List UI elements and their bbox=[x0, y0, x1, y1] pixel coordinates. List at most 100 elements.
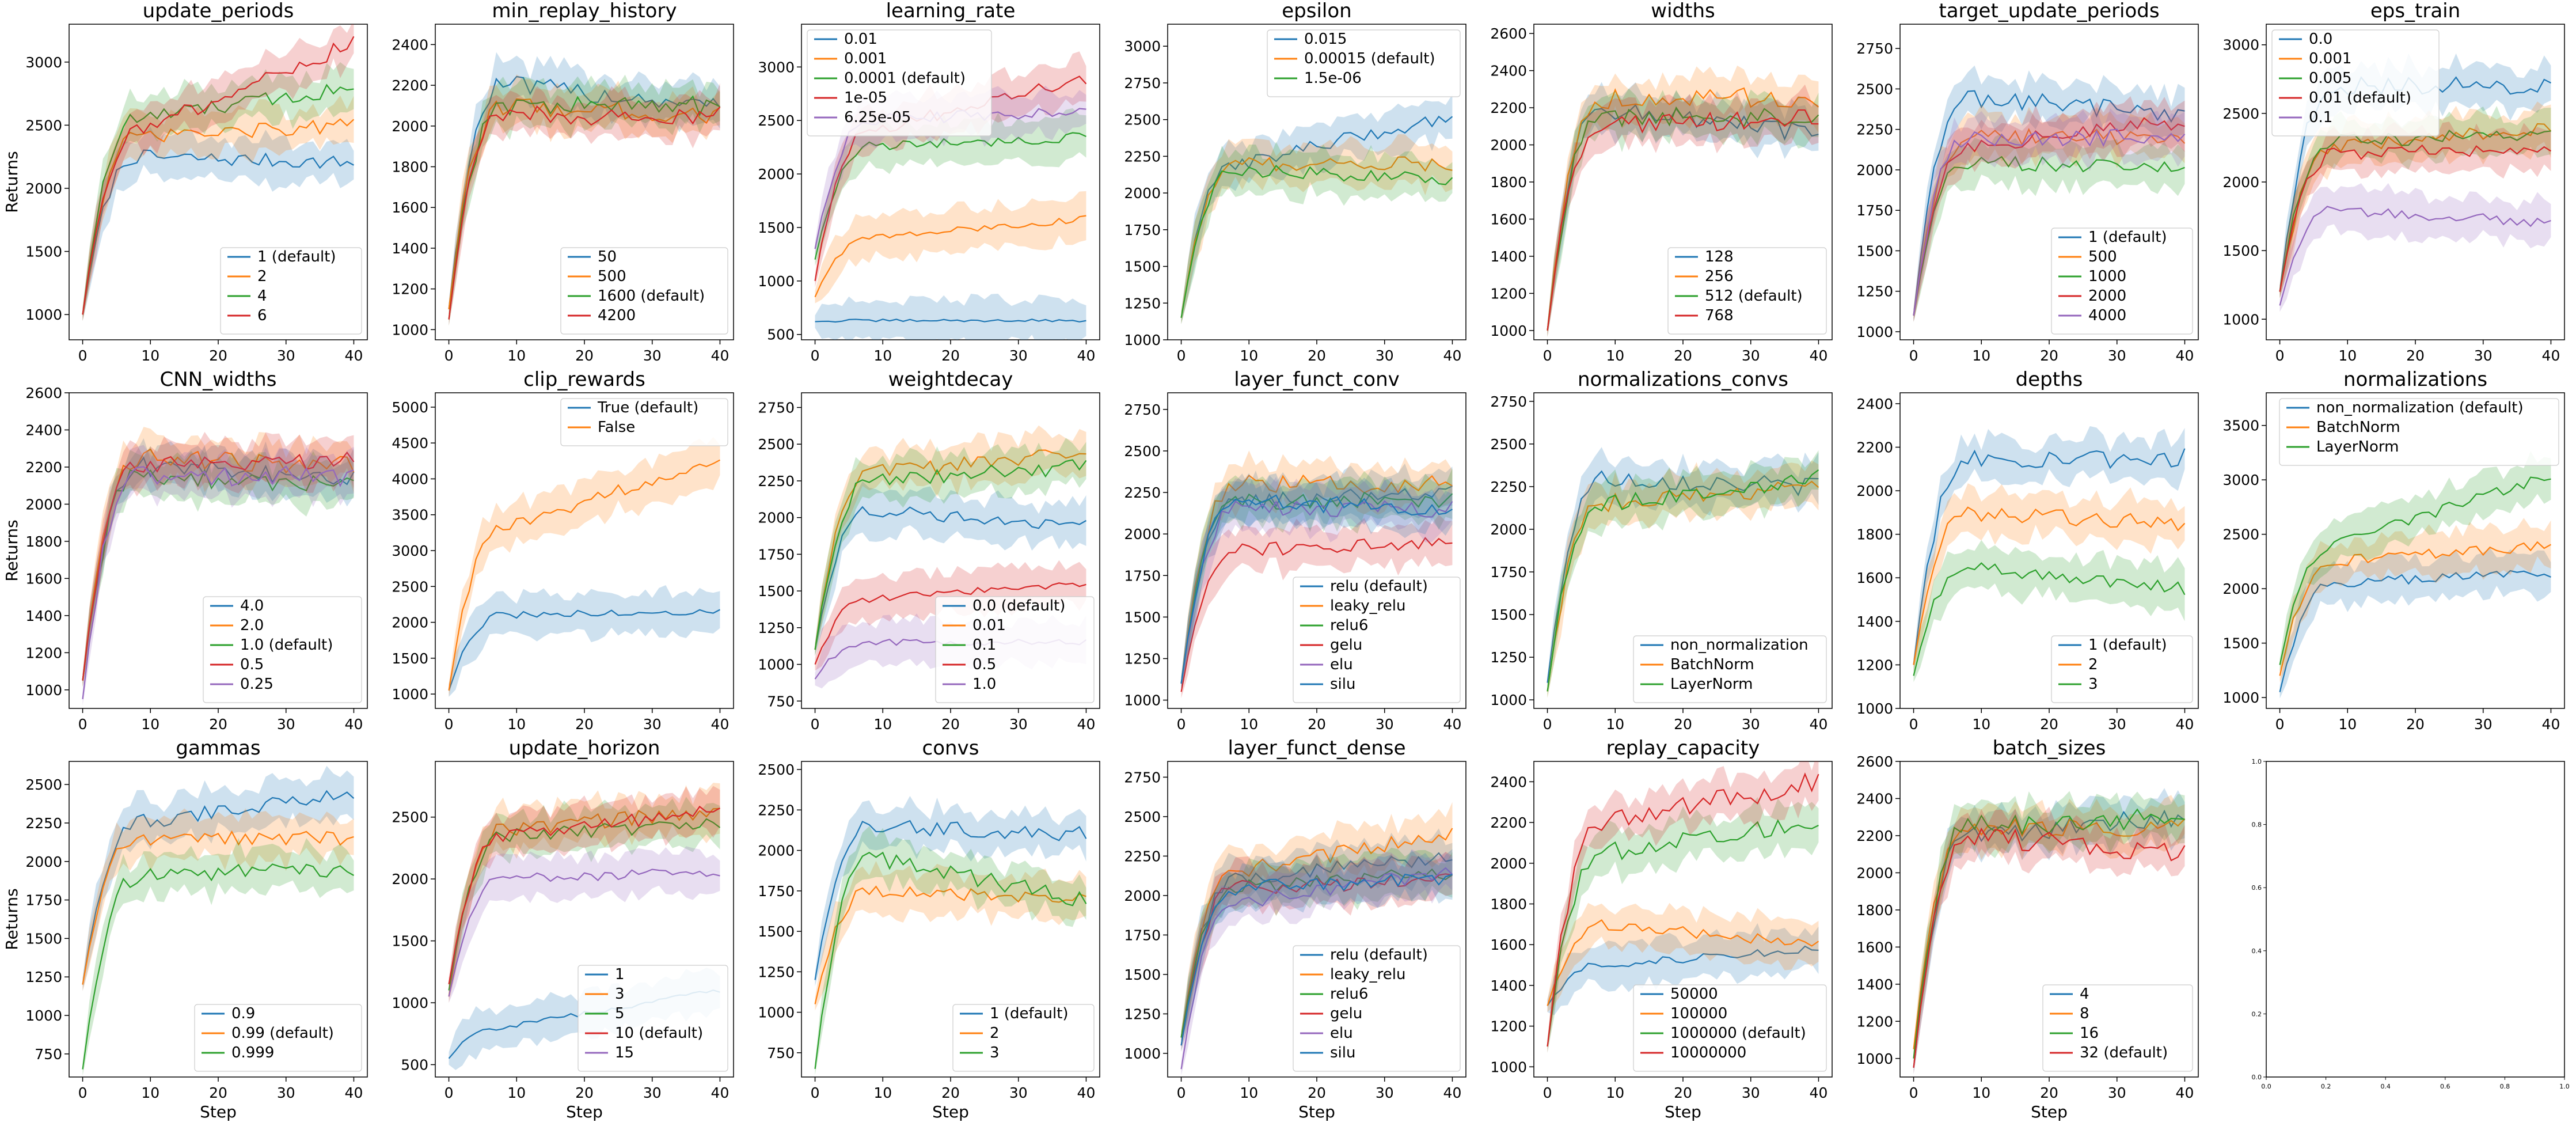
x-tick-label: 20 bbox=[1674, 716, 1692, 733]
legend-label: 16 bbox=[2080, 1025, 2099, 1042]
series-line bbox=[2279, 570, 2551, 692]
y-tick-label: 1500 bbox=[1856, 242, 1893, 259]
x-tick-label: 30 bbox=[277, 347, 295, 364]
plot-area bbox=[82, 24, 355, 321]
subplot-title: target_update_periods bbox=[1939, 0, 2159, 22]
confidence-band bbox=[2279, 122, 2551, 298]
x-tick-label: 10 bbox=[2338, 716, 2357, 733]
confidence-band bbox=[449, 52, 720, 316]
y-tick-label: 1500 bbox=[758, 923, 795, 940]
x-tick-label: 10 bbox=[1972, 716, 1990, 733]
confidence-band bbox=[1547, 761, 1819, 1053]
legend-label: 0.5 bbox=[240, 656, 264, 673]
y-tick-label: 1600 bbox=[1490, 936, 1527, 953]
series-line bbox=[448, 807, 720, 997]
subplot-title: normalizations bbox=[2343, 368, 2487, 391]
legend-label: gelu bbox=[1330, 1005, 1362, 1022]
y-tick-label: 1600 bbox=[1856, 939, 1893, 955]
y-tick-label: 2500 bbox=[25, 117, 62, 134]
confidence-band bbox=[2279, 105, 2551, 298]
y-tick-label: 1200 bbox=[25, 644, 62, 661]
y-tick-label: 2750 bbox=[1490, 393, 1527, 410]
y-tick-label: 2000 bbox=[25, 496, 62, 513]
y-tick-label: 1000 bbox=[392, 686, 428, 703]
legend-label: 0.01 bbox=[972, 617, 1006, 634]
subplot-title: min_replay_history bbox=[492, 0, 677, 22]
confidence-band bbox=[449, 74, 720, 316]
confidence-band bbox=[1181, 849, 1453, 1052]
y-tick-label: 1000 bbox=[25, 1007, 62, 1024]
y-tick-label: 1600 bbox=[392, 199, 428, 216]
series-line bbox=[82, 863, 354, 1070]
legend-label: 8 bbox=[2080, 1005, 2089, 1022]
legend-box bbox=[2051, 635, 2193, 703]
legend-label: 3 bbox=[990, 1044, 1000, 1061]
series-line bbox=[1913, 818, 2186, 1049]
x-tick-label: 40 bbox=[711, 1085, 730, 1101]
legend-label: relu (default) bbox=[1330, 946, 1428, 964]
legend-label: 6.25e-05 bbox=[844, 109, 911, 126]
legend-label: BatchNorm bbox=[1670, 656, 1754, 673]
series-line bbox=[82, 36, 355, 315]
x-tick-label: 0 bbox=[2275, 716, 2285, 733]
subplot-title: depths bbox=[2016, 368, 2083, 391]
confidence-band bbox=[82, 838, 354, 1076]
y-tick-label: 2500 bbox=[25, 776, 62, 793]
x-tick-label: 0 bbox=[1909, 347, 1918, 364]
x-tick-label: 30 bbox=[643, 716, 662, 733]
confidence-band bbox=[449, 786, 720, 991]
x-tick-label: 30 bbox=[1376, 347, 1394, 364]
series-line bbox=[1547, 919, 1819, 1006]
x-tick-label: 10 bbox=[1606, 347, 1624, 364]
y-tick-label: 1600 bbox=[25, 570, 62, 587]
confidence-band bbox=[2279, 451, 2551, 672]
y-tick-label: 750 bbox=[767, 1045, 795, 1061]
subplot-normalizations_convs: normalizations_convs 0 10 20 30 40 1000 1250 150… bbox=[1490, 368, 1833, 733]
y-tick-label: 2000 bbox=[25, 180, 62, 197]
legend-box bbox=[2279, 398, 2559, 466]
confidence-band bbox=[449, 74, 720, 326]
legend-label: 0.999 bbox=[231, 1044, 274, 1061]
y-tick-label: 0.4 bbox=[2252, 947, 2262, 955]
plot-area bbox=[1913, 426, 2186, 682]
subplot-title: normalizations_convs bbox=[1578, 368, 1788, 391]
y-tick-label: 500 bbox=[401, 1057, 428, 1074]
y-tick-label: 1000 bbox=[25, 682, 62, 699]
legend-label: 0.001 bbox=[844, 50, 887, 67]
confidence-band bbox=[82, 446, 354, 687]
confidence-band bbox=[1913, 483, 2185, 672]
x-tick-label: 30 bbox=[643, 347, 662, 364]
confidence-band bbox=[1181, 134, 1453, 324]
x-tick-label: 10 bbox=[2338, 347, 2357, 364]
x-tick-label: 30 bbox=[2108, 1085, 2126, 1101]
series-line bbox=[1180, 828, 1453, 1038]
legend-label: 500 bbox=[2088, 248, 2117, 266]
legend-label: 10 (default) bbox=[615, 1025, 703, 1042]
subplot-epsilon: epsilon 0 10 20 30 40 1000 1250 1500 1750 2000 2250… bbox=[1124, 0, 1466, 364]
x-tick-label: 30 bbox=[1009, 1085, 1028, 1101]
confidence-band bbox=[1181, 94, 1453, 324]
y-tick-label: 1750 bbox=[1856, 202, 1893, 219]
legend: 0.0 (default) 0.01 0.1 0.5 1.0 bbox=[935, 596, 1095, 703]
legend-label: non_normalization bbox=[1670, 636, 1808, 654]
y-tick-label: 2750 bbox=[758, 399, 795, 416]
y-tick-label: 1000 bbox=[25, 306, 62, 323]
y-tick-label: 2250 bbox=[1124, 848, 1161, 864]
legend-label: 4 bbox=[257, 287, 267, 305]
series-line bbox=[2279, 541, 2551, 676]
y-tick-label: 1250 bbox=[1124, 650, 1161, 667]
x-tick-label: 0.0 bbox=[2261, 1083, 2271, 1090]
series-line bbox=[1547, 109, 1819, 331]
y-tick-label: 0.8 bbox=[2252, 821, 2262, 829]
series-line bbox=[1913, 90, 2185, 316]
legend-label: 1 (default) bbox=[257, 248, 336, 266]
x-tick-label: 0 bbox=[1543, 347, 1552, 364]
y-tick-label: 1200 bbox=[1490, 285, 1527, 302]
series-line bbox=[448, 98, 721, 310]
y-tick-label: 3000 bbox=[2222, 472, 2259, 488]
y-tick-label: 1800 bbox=[1856, 526, 1893, 543]
series-line bbox=[448, 459, 720, 691]
series-line bbox=[448, 818, 721, 991]
x-tick-label: 20 bbox=[941, 347, 960, 364]
y-tick-label: 2400 bbox=[1490, 773, 1527, 790]
